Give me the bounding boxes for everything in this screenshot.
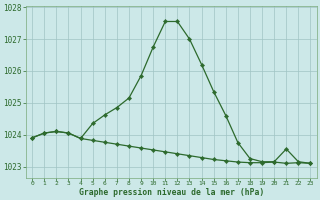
X-axis label: Graphe pression niveau de la mer (hPa): Graphe pression niveau de la mer (hPa) [79,188,264,197]
